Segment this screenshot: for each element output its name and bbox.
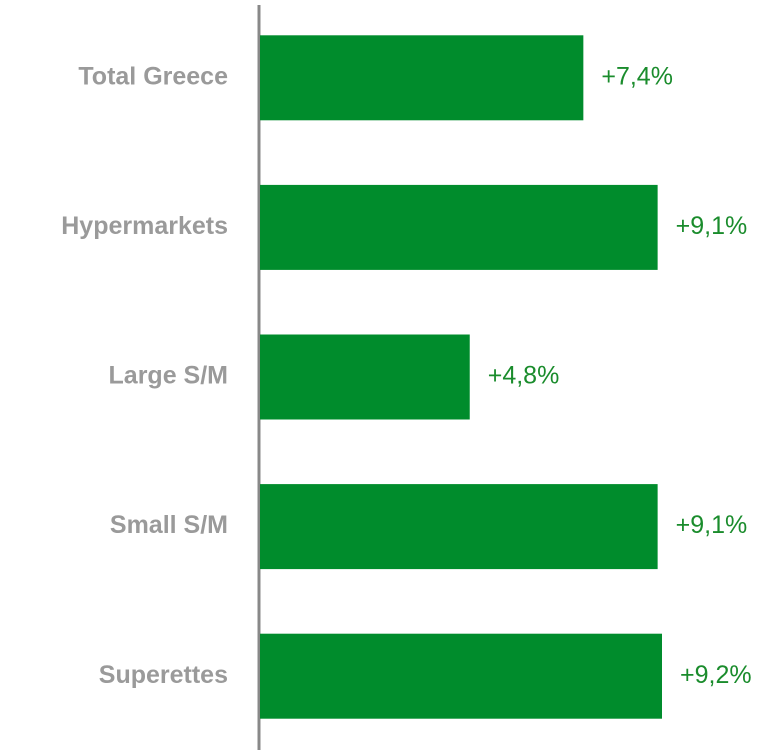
bar [260, 334, 470, 420]
value-label: +9,2% [680, 661, 752, 689]
category-label: Hypermarkets [61, 212, 228, 240]
bar [260, 35, 584, 121]
value-label: +9,1% [676, 511, 748, 539]
value-label: +4,8% [488, 362, 560, 390]
bar [260, 184, 658, 270]
value-label: +7,4% [601, 62, 673, 90]
category-label: Superettes [99, 661, 228, 689]
category-label: Small S/M [110, 511, 228, 539]
category-label: Large S/M [109, 362, 228, 390]
category-label: Total Greece [78, 62, 228, 90]
value-label: +9,1% [676, 212, 748, 240]
bar [260, 484, 658, 570]
bar [260, 633, 662, 719]
